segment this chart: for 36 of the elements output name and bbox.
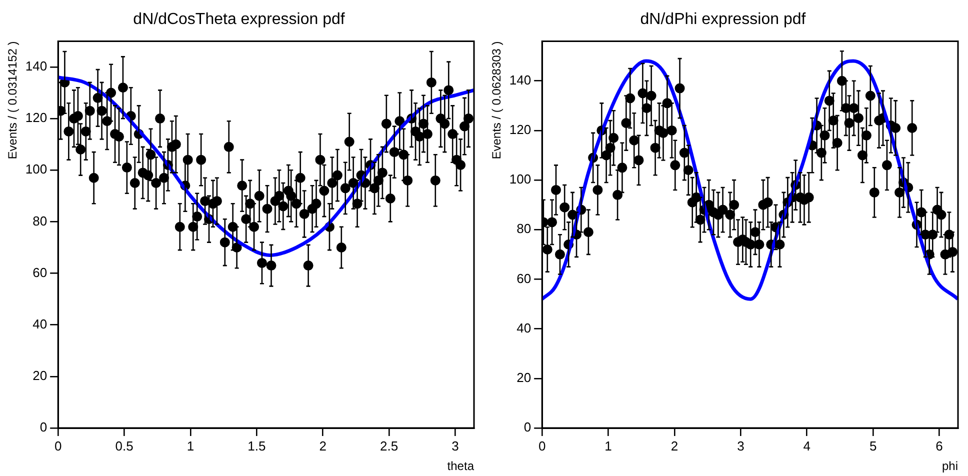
x-axis-title: theta [447, 459, 474, 474]
y-tick-label: 0 [524, 420, 532, 435]
y-tick-label: 60 [516, 270, 532, 286]
y-tick-label: 20 [516, 370, 532, 385]
x-tick-label: 4 [803, 438, 810, 454]
chart-title: dN/dPhi expression pdf [640, 11, 806, 28]
y-tick-label: 20 [32, 368, 48, 384]
y-tick-label: 140 [25, 58, 48, 74]
x-tick-label: 3 [737, 438, 744, 454]
x-tick-label: 5 [869, 438, 877, 454]
y-tick-label: 140 [509, 72, 532, 88]
y-tick-label: 40 [516, 320, 532, 336]
x-tick-label: 0 [538, 438, 546, 454]
y-tick-label: 100 [509, 172, 532, 187]
y-tick-label: 0 [40, 420, 48, 435]
y-tick-label: 40 [32, 316, 48, 332]
y-tick-label: 80 [32, 213, 48, 228]
y-tick-label: 60 [32, 264, 48, 280]
x-tick-label: 6 [936, 438, 943, 454]
y-tick-label: 120 [25, 110, 48, 126]
y-tick-label: 120 [509, 122, 532, 138]
x-tick-label: 0.5 [115, 438, 134, 454]
y-axis-title: Events / ( 0.0628303 ) [490, 41, 504, 160]
x-tick-label: 2.5 [380, 438, 398, 454]
x-tick-label: 0 [54, 438, 62, 454]
y-tick-label: 100 [25, 162, 48, 177]
x-tick-label: 2 [670, 438, 678, 454]
x-tick-label: 1.5 [248, 438, 266, 454]
x-axis-title: phi [942, 459, 958, 474]
x-tick-label: 1 [604, 438, 612, 454]
chart-title: dN/dCosTheta expression pdf [133, 11, 346, 28]
x-tick-label: 3 [452, 438, 459, 454]
y-axis-title: Events / ( 0.0314152 ) [6, 41, 20, 160]
x-tick-label: 1 [186, 438, 194, 454]
x-tick-label: 2 [319, 438, 326, 454]
y-tick-label: 80 [516, 221, 532, 236]
